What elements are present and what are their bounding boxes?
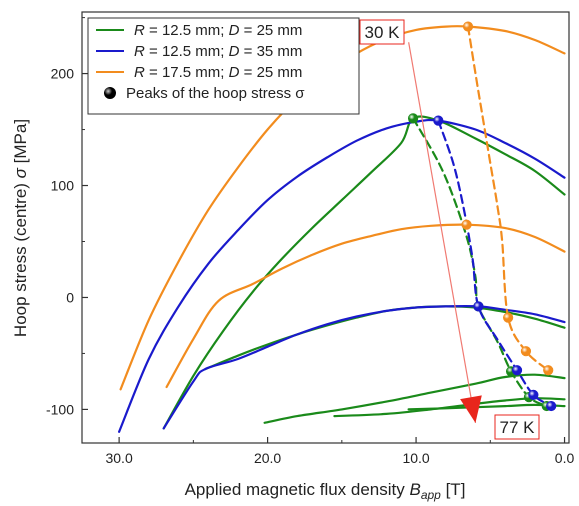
legend-entry: Peaks of the hoop stress σ [104, 85, 305, 102]
legend-label: R = 12.5 mm; D = 25 mm [134, 22, 302, 39]
peak-trace-r17-5-d25-11 [466, 25, 550, 372]
series-line-r12-5-d25-2 [263, 373, 566, 424]
peak-marker [461, 219, 472, 230]
axis-layer: 30.0 20.0 10.0 0.0 -100 0 100 200 [46, 17, 575, 466]
y-tick-label: -100 [46, 401, 74, 417]
legend-box [87, 17, 360, 115]
plot-area-frame [81, 11, 570, 444]
peak-marker [520, 346, 532, 357]
series-line-r12-5-d35-5 [118, 118, 566, 433]
series-line-r12-5-d25-4 [407, 403, 566, 411]
peak-marker [503, 312, 514, 323]
annotation-30k-label: 30 K [365, 23, 401, 42]
legend-label: Peaks of the hoop stress σ [126, 85, 305, 102]
annotation-77k: 77 K [494, 414, 540, 440]
x-tick-label: 30.0 [105, 450, 132, 466]
annotation-layer [408, 42, 482, 423]
y-axis-title: Hoop stress (centre) σ [MPa] [11, 119, 30, 337]
peaks-layer [408, 21, 557, 412]
series-line-r12-5-d35-6 [162, 305, 566, 430]
legend-entry: R = 12.5 mm; D = 35 mm [96, 43, 302, 60]
peak-marker [433, 115, 444, 126]
legend-label: R = 17.5 mm; D = 25 mm [134, 64, 302, 81]
series-line-r12-5-d25-0 [162, 115, 566, 430]
legend-label: R = 12.5 mm; D = 35 mm [134, 43, 302, 60]
peak-marker [511, 365, 523, 376]
y-tick-label: 0 [66, 289, 74, 305]
x-tick-label: 10.0 [402, 450, 429, 466]
annotation-77k-label: 77 K [500, 418, 536, 437]
y-tick-label: 100 [51, 178, 75, 194]
peak-marker [528, 389, 539, 400]
legend-marker [104, 87, 116, 99]
series-line-r17-5-d25-8 [165, 223, 566, 389]
legend: R = 12.5 mm; D = 25 mm R = 12.5 mm; D = 3… [87, 17, 360, 115]
peak-marker [543, 365, 554, 376]
annotation-30k: 30 K [359, 19, 405, 45]
legend-entry: R = 17.5 mm; D = 25 mm [96, 64, 302, 81]
x-tick-label: 0.0 [555, 450, 575, 466]
temperature-arrow-shaft [408, 42, 477, 423]
peak-marker [473, 301, 484, 312]
peak-marker [546, 400, 557, 412]
y-tick-label: 200 [51, 66, 75, 82]
peak-trace-r12-5-d25-9 [412, 117, 548, 408]
temperature-arrow-head [460, 395, 482, 423]
x-tick-label: 20.0 [254, 450, 281, 466]
peak-trace-r12-5-d35-10 [437, 119, 553, 408]
legend-entry: R = 12.5 mm; D = 25 mm [96, 22, 302, 39]
x-axis-title: Applied magnetic flux density Bapp [T] [185, 480, 466, 502]
peak-marker [462, 21, 474, 32]
peak-marker [408, 113, 419, 124]
